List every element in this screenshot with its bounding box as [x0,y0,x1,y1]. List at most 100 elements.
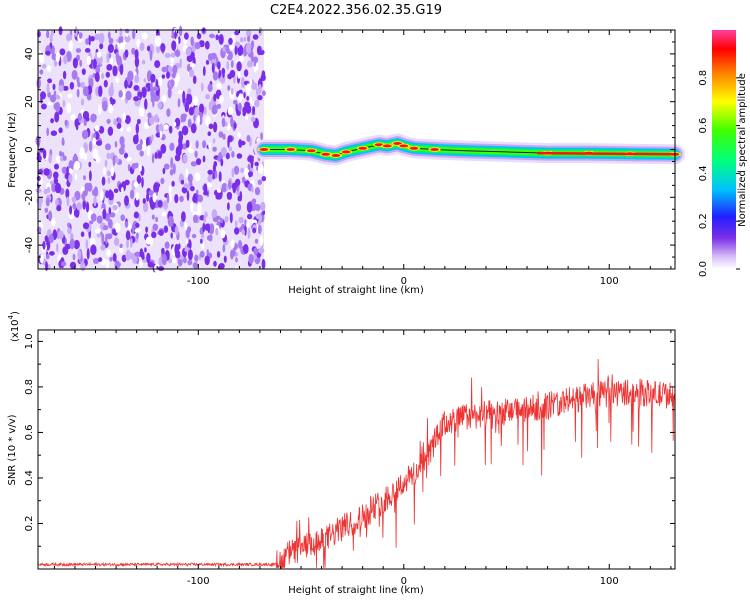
noise-speckle [72,202,77,210]
noise-speckle [246,134,251,142]
noise-speckle [221,117,226,128]
noise-speckle [81,129,89,140]
noise-speckle [235,203,242,212]
noise-speckle [82,190,86,202]
noise-speckle [66,166,69,176]
noise-speckle [213,260,217,267]
noise-speckle [143,78,146,83]
noise-speckle [113,188,119,194]
noise-speckle [101,233,105,245]
noise-speckle [62,85,69,91]
noise-speckle [182,90,186,102]
noise-speckle [80,98,85,106]
noise-speckle [69,205,73,215]
noise-speckle [223,255,227,263]
noise-speckle [46,30,50,39]
noise-speckle [39,254,44,264]
noise-speckle [41,103,47,110]
noise-speckle [96,233,102,238]
noise-speckle [250,40,255,49]
noise-speckle [62,70,67,80]
noise-speckle [209,33,215,39]
noise-speckle [136,174,142,184]
noise-speckle [147,73,151,82]
noise-speckle [45,261,48,272]
noise-speckle [60,261,67,267]
noise-speckle [228,37,233,45]
noise-speckle [86,248,90,260]
noise-speckle [178,36,181,44]
noise-speckle [149,49,153,61]
noise-speckle [35,188,42,194]
noise-speckle [90,244,97,255]
x-tick-label: 0 [401,576,407,587]
noise-speckle [80,231,85,237]
noise-speckle [187,173,193,183]
band-hot-spot [374,143,384,147]
noise-speckle [141,87,147,98]
noise-speckle [112,228,116,235]
noise-speckle [235,101,238,113]
noise-speckle [88,161,92,168]
noise-speckle [70,114,77,121]
noise-speckle [168,184,172,195]
noise-speckle [113,118,117,126]
noise-speckle [82,199,86,210]
noise-speckle [208,123,214,130]
noise-speckle [45,254,50,260]
noise-speckle [200,238,203,244]
noise-speckle [65,188,70,199]
noise-speckle [106,64,113,71]
noise-speckle [134,228,141,234]
snr-xlabel: Height of straight line (km) [288,585,424,596]
noise-speckle [109,191,114,201]
noise-speckle [246,201,253,213]
noise-speckle [259,235,264,246]
noise-speckle [222,46,226,52]
noise-speckle [100,244,106,251]
noise-speckle [69,232,74,240]
noise-speckle [155,183,161,188]
noise-speckle [75,122,79,131]
snr-frame [37,329,676,570]
noise-speckle [106,170,111,177]
noise-speckle [95,140,103,146]
noise-speckle [107,177,111,184]
noise-speckle [42,64,47,69]
colorbar-gradient [712,30,736,269]
noise-speckle [76,76,80,84]
noise-speckle [188,148,194,154]
noise-speckle [179,195,184,203]
snr-ticks: -100 0 100 0.2 0.4 0.6 0.8 1.0 [24,330,675,587]
noise-speckle [47,101,54,106]
noise-speckle [135,222,140,228]
noise-speckle [75,48,82,53]
noise-speckle [119,243,123,249]
noise-speckle [245,42,252,55]
noise-speckle [186,93,190,100]
noise-speckle [98,32,105,44]
noise-speckle [56,243,59,253]
noise-speckle [90,36,95,42]
noise-speckle [67,93,73,99]
noise-speckle [225,184,229,191]
noise-speckle [218,34,224,45]
noise-speckle [234,220,238,228]
noise-speckle [147,261,154,268]
noise-speckle [49,94,57,103]
noise-speckle [145,137,150,148]
noise-speckle [48,234,54,244]
noise-speckle [52,83,56,91]
noise-speckle [215,194,222,200]
noise-speckle [233,165,240,175]
noise-speckle [253,247,258,256]
noise-speckle [207,131,212,136]
noise-speckle [39,53,45,64]
noise-speckle [227,73,233,80]
noise-speckle [185,139,190,148]
noise-speckle [107,31,111,40]
x-tick-label: 100 [600,276,619,287]
noise-speckle [98,104,102,116]
noise-speckle [187,249,193,261]
noise-speckle [125,28,130,34]
